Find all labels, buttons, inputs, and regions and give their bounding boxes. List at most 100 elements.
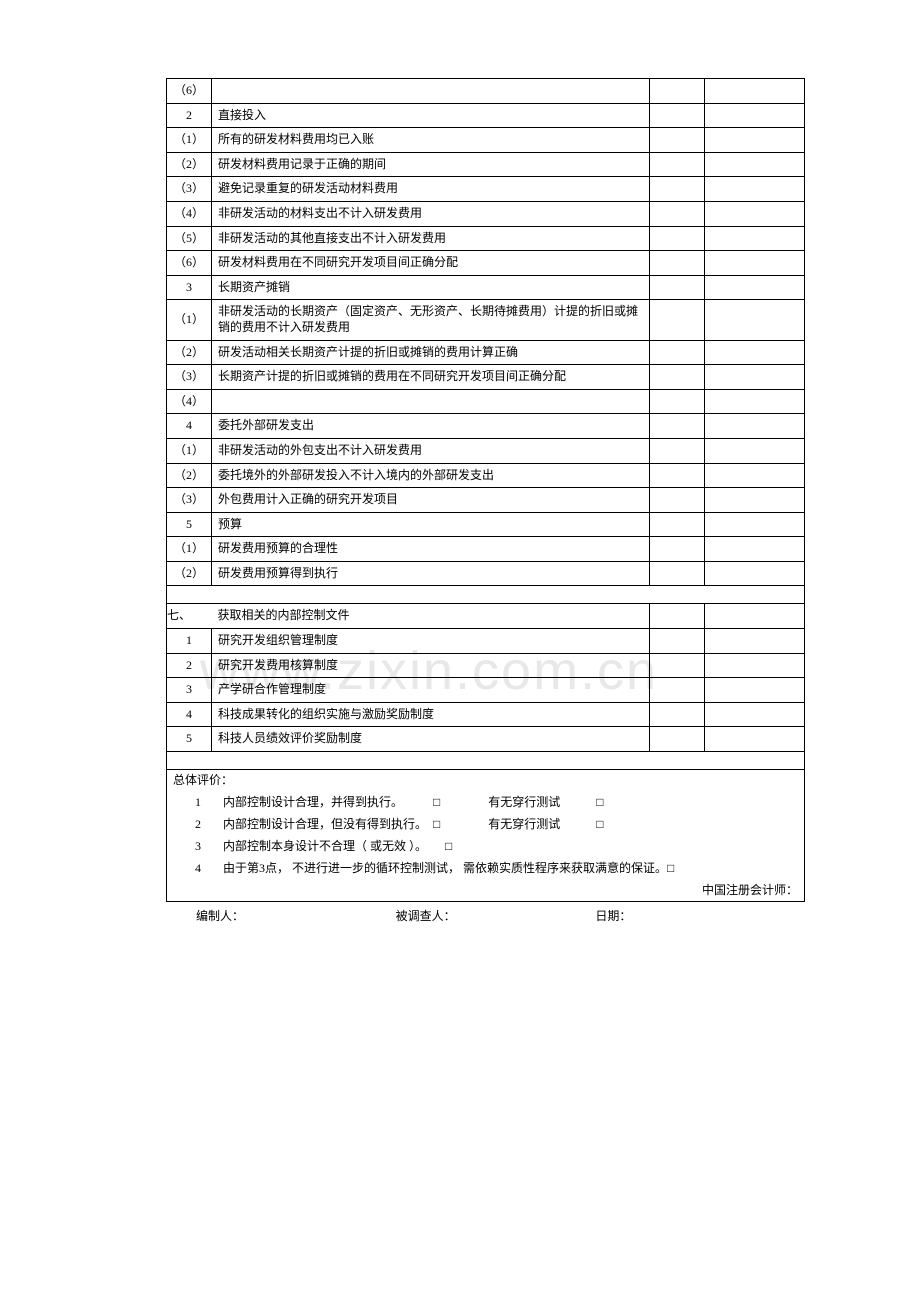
- row-col1: [650, 702, 705, 727]
- row-num: 3: [167, 275, 212, 300]
- eval-num: 1: [173, 795, 223, 811]
- row-col1: [650, 177, 705, 202]
- row-text: 非研发活动的其他直接支出不计入研发费用: [212, 226, 650, 251]
- eval-text: 内部控制本身设计不合理（ 或无效 ）。 □: [223, 839, 798, 855]
- row-col2: [705, 300, 805, 340]
- row-col1: [650, 653, 705, 678]
- row-col2: [705, 226, 805, 251]
- row-col1: [650, 340, 705, 365]
- row-col1: [650, 438, 705, 463]
- date-label: 日期：: [595, 907, 795, 924]
- row-col1: [650, 537, 705, 562]
- table-row: 1研究开发组织管理制度: [167, 629, 805, 654]
- row-col2: [705, 414, 805, 439]
- row-text: 长期资产摊销: [212, 275, 650, 300]
- row-num: （3）: [167, 365, 212, 390]
- row-text: 所有的研发材料费用均已入账: [212, 128, 650, 153]
- row-col2: [705, 629, 805, 654]
- table-row: 4委托外部研发支出: [167, 414, 805, 439]
- row-text: 委托境外的外部研发投入不计入境内的外部研发支出: [212, 463, 650, 488]
- row-col2: [705, 275, 805, 300]
- row-text: 研发材料费用记录于正确的期间: [212, 152, 650, 177]
- table-row: （1）非研发活动的外包支出不计入研发费用: [167, 438, 805, 463]
- row-col2: [705, 463, 805, 488]
- row-num: 2: [167, 653, 212, 678]
- row-col1: [650, 463, 705, 488]
- row-col1: [650, 414, 705, 439]
- row-col2: [705, 561, 805, 586]
- row-text: [212, 79, 650, 104]
- row-col2: [705, 438, 805, 463]
- table-row: 2研究开发费用核算制度: [167, 653, 805, 678]
- row-num: （4）: [167, 389, 212, 414]
- row-num: 1: [167, 629, 212, 654]
- row-text: 科技成果转化的组织实施与激励奖励制度: [212, 702, 650, 727]
- evaluation-row: 2内部控制设计合理，但没有得到执行。 □ 有无穿行测试 □: [167, 814, 805, 836]
- row-text: 预算: [212, 512, 650, 537]
- section-7-title: 获取相关的内部控制文件: [212, 604, 650, 629]
- row-col1: [650, 128, 705, 153]
- eval-num: 4: [173, 861, 223, 877]
- table-row: 4科技成果转化的组织实施与激励奖励制度: [167, 702, 805, 727]
- table-row: 3长期资产摊销: [167, 275, 805, 300]
- evaluation-title: 总体评价：: [167, 770, 805, 792]
- row-col2: [705, 727, 805, 752]
- row-col1: [650, 251, 705, 276]
- row-col1: [650, 629, 705, 654]
- row-num: （3）: [167, 177, 212, 202]
- table-row: （4）: [167, 389, 805, 414]
- row-text: 研发材料费用在不同研究开发项目间正确分配: [212, 251, 650, 276]
- table-row: （1）所有的研发材料费用均已入账: [167, 128, 805, 153]
- table-row: （6）: [167, 79, 805, 104]
- evaluation-row: 1内部控制设计合理，并得到执行。 □ 有无穿行测试 □: [167, 792, 805, 814]
- row-col1: [650, 561, 705, 586]
- row-col2: [705, 537, 805, 562]
- interviewee-label: 被调查人：: [396, 907, 596, 924]
- row-col2: [705, 702, 805, 727]
- row-col2: [705, 488, 805, 513]
- row-col2: [705, 512, 805, 537]
- row-text: 非研发活动的外包支出不计入研发费用: [212, 438, 650, 463]
- eval-num: 3: [173, 839, 223, 855]
- table-row: 3产学研合作管理制度: [167, 678, 805, 703]
- table-row: （2）委托境外的外部研发投入不计入境内的外部研发支出: [167, 463, 805, 488]
- row-col1: [650, 201, 705, 226]
- row-col2: [705, 128, 805, 153]
- row-text: 研究开发组织管理制度: [212, 629, 650, 654]
- row-col2: [705, 152, 805, 177]
- row-col1: [650, 79, 705, 104]
- row-col2: [705, 103, 805, 128]
- section-7-num: 七、: [167, 604, 212, 629]
- row-col2: [705, 251, 805, 276]
- row-col1: [650, 275, 705, 300]
- row-num: 3: [167, 678, 212, 703]
- row-num: 5: [167, 727, 212, 752]
- row-col2: [705, 653, 805, 678]
- row-col1: [650, 300, 705, 340]
- evaluation-row: 4由于第3点， 不进行进一步的循环控制测试， 需依赖实质性程序来获取满意的保证。…: [167, 858, 805, 880]
- row-num: （2）: [167, 463, 212, 488]
- table-row: （3）外包费用计入正确的研究开发项目: [167, 488, 805, 513]
- table-row: （3）长期资产计提的折旧或摊销的费用在不同研究开发项目间正确分配: [167, 365, 805, 390]
- signature-line: 编制人： 被调查人： 日期：: [166, 902, 805, 924]
- row-text: 产学研合作管理制度: [212, 678, 650, 703]
- accountant-label: 中国注册会计师：: [167, 880, 805, 902]
- accountant-row: 中国注册会计师：: [167, 880, 805, 902]
- evaluation-row: 3内部控制本身设计不合理（ 或无效 ）。 □: [167, 836, 805, 858]
- row-col2: [705, 340, 805, 365]
- table-row: （2）研发材料费用记录于正确的期间: [167, 152, 805, 177]
- table-row: （5）非研发活动的其他直接支出不计入研发费用: [167, 226, 805, 251]
- main-table: （6）2直接投入（1）所有的研发材料费用均已入账（2）研发材料费用记录于正确的期…: [166, 78, 805, 902]
- eval-text: 内部控制设计合理，并得到执行。 □ 有无穿行测试 □: [223, 795, 798, 811]
- row-col1: [650, 512, 705, 537]
- row-num: 4: [167, 702, 212, 727]
- row-col2: [705, 365, 805, 390]
- table-row: （2）研发费用预算得到执行: [167, 561, 805, 586]
- row-text: 长期资产计提的折旧或摊销的费用在不同研究开发项目间正确分配: [212, 365, 650, 390]
- row-text: [212, 389, 650, 414]
- row-col1: [650, 727, 705, 752]
- row-num: （1）: [167, 537, 212, 562]
- row-text: 研发活动相关长期资产计提的折旧或摊销的费用计算正确: [212, 340, 650, 365]
- row-text: 委托外部研发支出: [212, 414, 650, 439]
- row-num: 2: [167, 103, 212, 128]
